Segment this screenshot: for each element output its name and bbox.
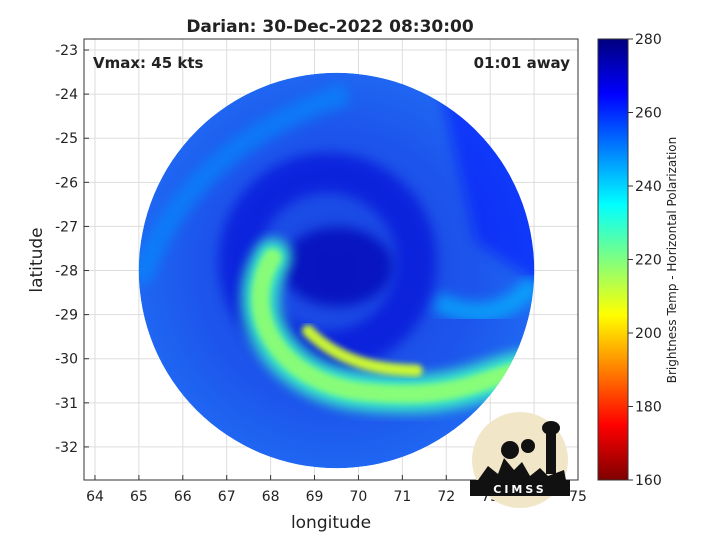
colorbar	[597, 38, 629, 481]
x-axis-ticks: 646566676869707172737475	[86, 475, 587, 505]
y-tick-label: -24	[55, 87, 78, 103]
rainband-coldest	[301, 324, 423, 377]
colorbar-label: Brightness Temp - Horizontal Polarizatio…	[665, 137, 679, 384]
x-tick-label: 69	[306, 489, 324, 505]
colorbar-tick-label: 220	[635, 253, 662, 269]
chart-title: Darian: 30-Dec-2022 08:30:00	[186, 17, 474, 37]
y-axis-label: latitude	[27, 227, 47, 292]
outer-band-west	[138, 83, 351, 286]
x-tick-label: 71	[393, 489, 411, 505]
y-tick-label: -28	[55, 264, 78, 280]
y-axis-ticks: -23 -24 -25 -26 -27 -28 -29 -30 -31 -32	[55, 43, 89, 456]
colorbar-tick-label: 280	[635, 32, 662, 48]
colorbar-tick-label: 160	[635, 473, 662, 489]
x-tick-label: 65	[130, 489, 148, 505]
colorbar-tick-label: 240	[635, 179, 662, 195]
time-offset-annotation: 01:01 away	[474, 54, 571, 72]
rainband-core	[251, 248, 531, 404]
colorbar-tick-label: 200	[635, 326, 662, 342]
eye-region	[282, 227, 394, 307]
x-tick-label: 67	[218, 489, 236, 505]
outer-band-east	[431, 274, 535, 323]
x-tick-label: 66	[174, 489, 192, 505]
y-tick-label: -27	[55, 219, 78, 235]
x-tick-label: 64	[86, 489, 104, 505]
cimss-logo-text: CIMSS	[493, 483, 546, 496]
x-tick-label: 72	[437, 489, 455, 505]
colorbar-ticks: 280 260 240 220 200 180 160	[628, 32, 662, 489]
y-tick-label: -25	[55, 131, 78, 147]
y-tick-label: -30	[55, 352, 78, 368]
y-tick-label: -32	[55, 440, 78, 456]
x-axis-label: longitude	[291, 513, 371, 533]
plot-frame	[83, 38, 579, 481]
cimss-logo: CIMSS	[470, 412, 570, 508]
vmax-annotation: Vmax: 45 kts	[93, 54, 203, 72]
colorbar-tick-label: 260	[635, 106, 662, 122]
x-tick-label: 75	[569, 489, 587, 505]
y-tick-label: -23	[55, 43, 78, 59]
y-tick-label: -31	[55, 396, 78, 412]
x-tick-label: 70	[350, 489, 368, 505]
x-tick-label: 68	[262, 489, 280, 505]
colorbar-tick-label: 180	[635, 400, 662, 416]
microwave-swath	[138, 72, 535, 469]
y-tick-label: -29	[55, 308, 78, 324]
y-tick-label: -26	[55, 175, 78, 191]
